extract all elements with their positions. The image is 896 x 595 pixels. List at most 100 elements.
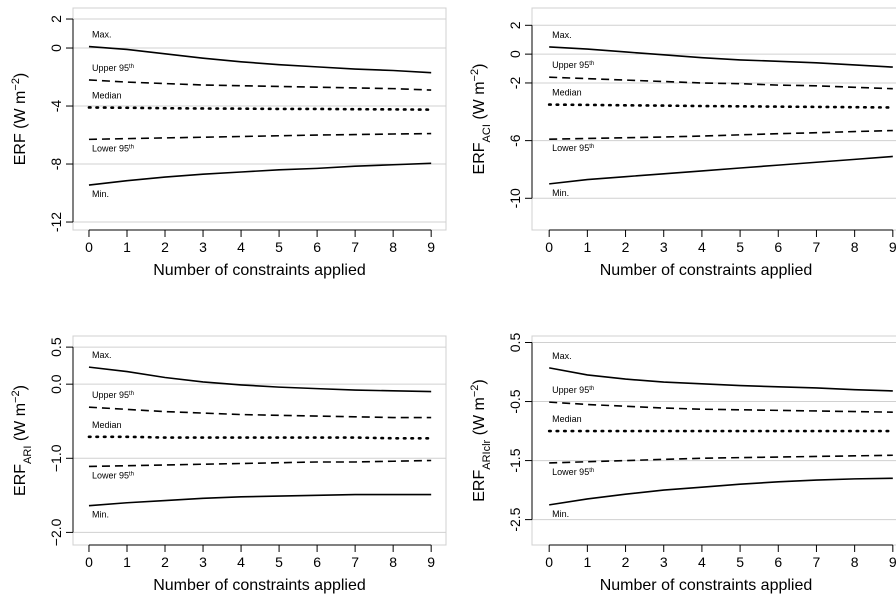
line-series [87, 106, 433, 111]
y-axis-label-part: −2 [10, 390, 22, 403]
line-series [88, 459, 432, 468]
panel: 2 0 -4 -8 -12 0 1 2 3 4 5 6 7 8 9 Number of constraints… [10, 7, 447, 279]
y-axis-label: ERF (W m−2) [10, 73, 29, 166]
y-tick-label: 0.5 [507, 333, 523, 353]
series-label-sup: th [129, 391, 134, 397]
series-label-name: Max. [92, 350, 112, 360]
series-label: Upper 95th [552, 385, 594, 395]
series-label: Upper 95th [552, 60, 594, 70]
series-label-sup: th [129, 471, 134, 477]
series-label: Median [92, 90, 122, 100]
panel: 0.5 -0.5 -1.5 -2.5 0 1 2 3 4 5 6 7 8 9 Number of const… [469, 333, 896, 594]
series-label-name: Upper 95 [92, 63, 129, 73]
y-tick-label: −2.0 [48, 518, 64, 546]
y-tick-label: 0 [48, 44, 64, 52]
series-label-name: Min. [552, 509, 569, 519]
x-tick-label: 4 [237, 239, 245, 255]
y-axis-label-part: ) [12, 73, 29, 78]
series-label: Min. [92, 510, 109, 520]
line-series [549, 46, 893, 68]
series-label-sup: th [589, 468, 594, 474]
line-series [549, 155, 893, 185]
x-tick-label: 1 [123, 239, 131, 255]
series-label-name: Max. [92, 30, 112, 40]
x-tick-label: 7 [813, 239, 821, 255]
x-tick-label: 3 [199, 239, 207, 255]
line-series [87, 435, 433, 440]
series-label-name: Min. [552, 188, 569, 198]
x-tick-label: 0 [85, 554, 93, 570]
x-tick-label: 7 [351, 554, 359, 570]
x-tick-label: 9 [427, 554, 435, 570]
y-axis-label-part: ERF [12, 464, 29, 496]
y-axis-label: ERFARIclr (W m−2) [469, 379, 493, 501]
y-tick-label: -1.5 [507, 448, 523, 472]
x-tick-label: 3 [660, 554, 668, 570]
y-axis-label-part: (W m [471, 397, 488, 440]
x-tick-label: 2 [161, 239, 169, 255]
series-label: Median [92, 420, 122, 430]
y-tick-label: -8 [48, 158, 64, 171]
panel: 0.5 0.0 −1.0 −2.0 0 1 2 3 4 5 6 7 8 9 Number of constr… [10, 335, 447, 594]
x-tick-label: 1 [583, 554, 591, 570]
y-axis-label-part: (W m [12, 403, 29, 446]
y-tick-label: -6 [507, 134, 523, 147]
series-label-name: Lower 95 [92, 143, 129, 153]
series-label-name: Lower 95 [92, 470, 129, 480]
plot-frame [531, 335, 896, 546]
line-series [549, 129, 893, 140]
series-label: Upper 95th [92, 390, 134, 400]
series-label-sup: th [589, 144, 594, 150]
y-tick-label: -2 [507, 77, 523, 90]
plot-frame [72, 335, 447, 546]
series-label: Lower 95th [552, 143, 594, 153]
x-tick-label: 5 [275, 239, 283, 255]
line-series [549, 477, 893, 506]
y-tick-label: -0.5 [507, 389, 523, 413]
x-tick-label: 6 [774, 239, 782, 255]
series-label: Min. [552, 188, 569, 198]
x-tick-label: 0 [545, 554, 553, 570]
line-series [88, 132, 432, 141]
line-series [549, 401, 893, 413]
line-series [88, 406, 432, 419]
line-series [547, 103, 895, 109]
plot-frame [531, 7, 896, 231]
x-axis-label: Number of constraints applied [153, 262, 366, 279]
y-axis-label-part: (W m [471, 81, 488, 124]
series-label-name: Median [92, 90, 122, 100]
x-tick-label: 7 [351, 239, 359, 255]
x-tick-label: 9 [427, 239, 435, 255]
y-axis-label-part: ) [471, 379, 488, 384]
series-label-name: Max. [552, 351, 572, 361]
series-label-name: Upper 95 [552, 385, 589, 395]
series-label-sup: th [589, 386, 594, 392]
x-tick-label: 1 [583, 239, 591, 255]
x-tick-label: 8 [389, 239, 397, 255]
x-axis-label: Number of constraints applied [600, 262, 813, 279]
line-series [88, 366, 432, 393]
x-tick-label: 4 [237, 554, 245, 570]
series-label: Median [552, 88, 582, 98]
series-label-name: Upper 95 [552, 60, 589, 70]
y-axis-label-part: −2 [469, 69, 481, 82]
y-tick-label: 2 [507, 21, 523, 29]
line-series [88, 79, 432, 91]
y-axis-label-part: ARIclr [481, 439, 493, 469]
x-tick-label: 8 [389, 554, 397, 570]
series-label-name: Median [552, 88, 582, 98]
series-label: Max. [92, 30, 112, 40]
y-tick-label: -4 [48, 100, 64, 113]
y-axis-label-part: ERF [12, 133, 29, 165]
x-tick-label: 4 [698, 239, 706, 255]
series-label: Max. [552, 351, 572, 361]
series-label-sup: th [129, 64, 134, 70]
x-tick-label: 1 [123, 554, 131, 570]
x-axis-label: Number of constraints applied [153, 577, 366, 594]
series-label: Max. [552, 30, 572, 40]
y-axis-label-part: ACI [481, 124, 493, 142]
y-tick-label: -10 [507, 188, 523, 208]
y-axis-label-part: ERF [471, 470, 488, 502]
